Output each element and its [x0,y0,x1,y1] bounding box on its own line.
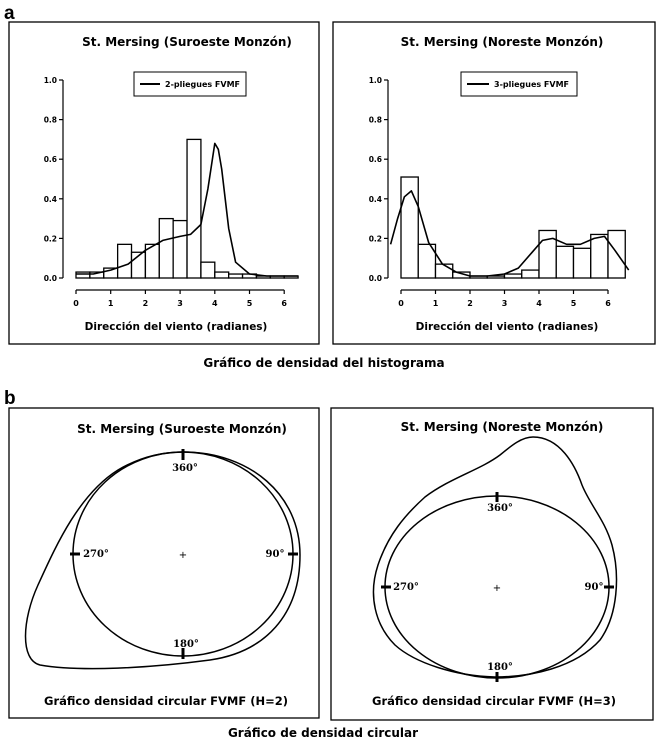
dir-90-right: 90° [585,582,604,593]
circular-subtitle-right: Gráfico densidad circular FVMF (H=3) [372,694,616,708]
y-tick-label-right: 0.4 [369,195,382,204]
dir-270-right: 270° [393,582,419,593]
x-tick-label-right: 5 [571,299,577,308]
legend-label-right: 3-pliegues FVMF [494,80,569,89]
x-axis-label-left: Dirección del viento (radianes) [85,321,268,333]
legend-left: 2-pliegues FVMF [133,71,247,97]
histogram-bar-left [75,271,91,279]
center-mark-right: + [493,583,501,594]
histogram-bar-left [200,261,216,279]
histogram-frame-left [8,21,320,345]
histogram-bar-right [538,229,557,279]
histogram-bar-left [186,138,202,279]
circular-plot-right: + 360° 90° 180° 270° [372,436,618,682]
histogram-title-left: St. Mersing (Suroeste Monzón) [82,35,292,49]
x-tick-label-right: 4 [536,299,542,308]
y-tick-label-left: 1.0 [44,76,57,85]
density-curve-left [24,451,301,670]
histogram-bar-left [228,273,244,279]
histogram-bar-right [590,233,609,279]
y-tick-label-left: 0.0 [44,274,57,283]
y-tick-label-right: 0.8 [369,116,382,125]
y-tick-label-left: 0.6 [44,155,57,164]
histogram-bar-right [434,263,454,279]
legend-label-left: 2-pliegues FVMF [165,80,240,89]
histogram-bar-right [521,269,540,279]
x-tick-label-left: 6 [281,299,287,308]
circular-plot-left: + 360° 90° 180° 270° [24,449,301,670]
caption-histogram: Gráfico de densidad del histograma [203,356,444,370]
y-tick-label-right: 0.6 [369,155,382,164]
histogram-bar-right [607,229,626,279]
histogram-bar-left [172,219,188,279]
density-curve-right [372,436,618,678]
y-tick-label-left: 0.4 [44,195,57,204]
histogram-chart-right: 0.0 0.2 0.4 0.6 0.8 1.0 0 1 2 3 4 5 6 [369,76,630,308]
histogram-bar-right [417,243,437,279]
x-tick-label-right: 2 [467,299,473,308]
dir-180-left: 180° [173,639,199,650]
histogram-frame-right [332,21,656,345]
x-tick-label-left: 0 [73,299,79,308]
caption-circular: Gráfico de densidad circular [228,726,418,740]
circular-frame-right [330,407,654,721]
legend-right: 3-pliegues FVMF [460,71,578,97]
circular-title-right: St. Mersing (Noreste Monzón) [401,420,604,434]
dir-360-right: 360° [487,503,513,514]
histogram-bar-right [555,245,575,279]
dir-360-left: 360° [172,463,198,474]
histogram-bar-left [116,243,133,279]
dir-180-right: 180° [487,662,513,673]
panel-letter-a: a [4,3,15,24]
panel-letter-b: b [4,388,16,409]
histogram-bar-right [452,271,471,279]
x-tick-label-left: 5 [247,299,253,308]
density-line-right [389,190,630,277]
histogram-bar-left [158,217,174,279]
histogram-bar-right [503,273,523,279]
histogram-bar-left [214,271,230,279]
center-mark-left: + [179,550,187,561]
x-tick-label-left: 4 [212,299,218,308]
y-tick-label-right: 1.0 [369,76,382,85]
x-axis-label-right: Dirección del viento (radianes) [416,321,599,333]
x-tick-label-right: 3 [502,299,508,308]
circular-title-left: St. Mersing (Suroeste Monzón) [77,422,287,436]
x-tick-label-left: 1 [108,299,114,308]
histogram-chart-left: 0.0 0.2 0.4 0.6 0.8 1.0 0 1 2 3 4 5 6 [44,76,299,308]
y-tick-label-left: 0.8 [44,116,57,125]
circular-subtitle-left: Gráfico densidad circular FVMF (H=2) [44,694,288,708]
x-tick-label-right: 0 [398,299,404,308]
y-tick-label-right: 0.0 [369,274,382,283]
dir-90-left: 90° [266,549,285,560]
x-tick-label-left: 2 [143,299,149,308]
x-tick-label-right: 1 [433,299,439,308]
circular-frame-left [8,407,320,719]
histogram-bar-right [400,176,419,279]
dir-270-left: 270° [83,549,109,560]
density-line-left [76,142,299,277]
x-tick-label-right: 6 [605,299,611,308]
histogram-bar-right [572,247,592,279]
y-tick-label-left: 0.2 [44,234,57,243]
histogram-title-right: St. Mersing (Noreste Monzón) [401,35,604,49]
x-tick-label-left: 3 [177,299,183,308]
y-tick-label-right: 0.2 [369,234,382,243]
